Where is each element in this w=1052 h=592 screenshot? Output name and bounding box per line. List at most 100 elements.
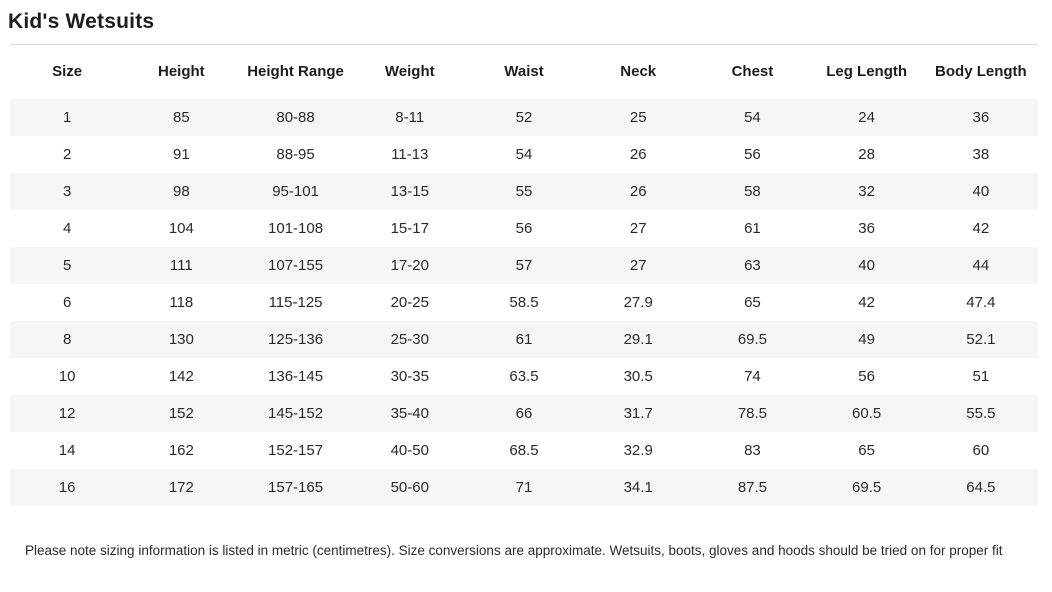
table-body: 1 85 80-88 8-11 52 25 54 24 36 2 91 88-95 11-13 54 26 5… bbox=[10, 99, 1038, 506]
table-cell: 52 bbox=[515, 109, 533, 126]
table-cell: 25-30 bbox=[390, 331, 429, 348]
table-cell: 26 bbox=[629, 146, 647, 163]
table-cell: 34.1 bbox=[623, 479, 653, 496]
table-row-size-3: 3 98 95-101 13-15 55 26 58 32 40 bbox=[10, 173, 1038, 210]
table-cell: 107-155 bbox=[268, 257, 324, 274]
table-cell: 40 bbox=[858, 257, 875, 274]
table-row-size-8: 8 130 125-136 25-30 61 29.1 69.5 49 52.1 bbox=[10, 321, 1038, 358]
table-cell: 91 bbox=[172, 146, 190, 163]
table-cell: 115-125 bbox=[268, 294, 323, 311]
column-header-height-range: Height Range bbox=[247, 63, 344, 80]
size-chart-table: Size Height Height Range Weight Waist Neck Che… bbox=[10, 44, 1038, 506]
table-row-size-6: 6 118 115-125 20-25 58.5 27.9 65 42 47.4 bbox=[10, 284, 1038, 321]
column-header-leg-length: Leg Length bbox=[826, 63, 908, 80]
table-cell: 152-157 bbox=[268, 442, 324, 459]
column-header-chest: Chest bbox=[731, 63, 774, 80]
table-cell: 57 bbox=[515, 257, 533, 274]
table-cell: 58 bbox=[744, 183, 761, 200]
table-cell: 3 bbox=[62, 183, 72, 200]
table-cell: 27 bbox=[629, 257, 647, 274]
table-cell: 63 bbox=[744, 257, 761, 274]
table-cell: 32.9 bbox=[623, 442, 653, 459]
table-cell: 69.5 bbox=[852, 479, 882, 496]
table-cell: 95-101 bbox=[272, 183, 319, 200]
table-cell: 60 bbox=[972, 442, 990, 459]
table-cell: 29.1 bbox=[623, 331, 653, 348]
table-cell: 40 bbox=[972, 183, 990, 200]
table-cell: 66 bbox=[515, 405, 533, 422]
table-head: Size Height Height Range Weight Waist Neck Che… bbox=[10, 45, 1038, 100]
table-cell: 63.5 bbox=[509, 368, 539, 385]
table-cell: 30.5 bbox=[623, 368, 653, 385]
table-cell: 65 bbox=[858, 442, 875, 459]
sizing-note: Please note sizing information is listed… bbox=[25, 543, 1003, 558]
table-cell: 51 bbox=[972, 368, 990, 385]
table-cell: 136-145 bbox=[268, 368, 324, 385]
table-cell: 58.5 bbox=[509, 294, 539, 311]
table-cell: 68.5 bbox=[509, 442, 539, 459]
table-cell: 30-35 bbox=[390, 368, 429, 385]
table-cell: 40-50 bbox=[390, 442, 429, 459]
table-cell: 125-136 bbox=[268, 331, 324, 348]
table-cell: 15-17 bbox=[390, 220, 429, 237]
table-cell: 56 bbox=[858, 368, 875, 385]
table-row-size-4: 4 104 101-108 15-17 56 27 61 36 42 bbox=[10, 210, 1038, 247]
table-cell: 130 bbox=[168, 331, 194, 348]
table-cell: 49 bbox=[858, 331, 875, 348]
table-cell: 85 bbox=[172, 109, 190, 126]
table-cell: 26 bbox=[629, 183, 647, 200]
table-cell: 17-20 bbox=[390, 257, 429, 274]
table-cell: 54 bbox=[515, 146, 533, 163]
table-cell: 172 bbox=[168, 479, 194, 496]
table-cell: 52.1 bbox=[966, 331, 996, 348]
table-cell: 8 bbox=[62, 331, 72, 348]
table-cell: 27 bbox=[629, 220, 647, 237]
table-cell: 60.5 bbox=[852, 405, 882, 422]
table-cell: 65 bbox=[744, 294, 761, 311]
table-cell: 142 bbox=[168, 368, 194, 385]
table-row-size-16: 16 172 157-165 50-60 71 34.1 87.5 69.5 64.5 bbox=[10, 469, 1038, 506]
table-row-size-12: 12 152 145-152 35-40 66 31.7 78.5 60.5 55.5 bbox=[10, 395, 1038, 432]
column-header-body-length: Body Length bbox=[935, 63, 1027, 80]
table-cell: 61 bbox=[515, 331, 533, 348]
table-cell: 44 bbox=[972, 257, 990, 274]
table-header-row: Size Height Height Range Weight Waist Neck Che… bbox=[10, 45, 1038, 100]
table-cell: 20-25 bbox=[390, 294, 429, 311]
table-cell: 157-165 bbox=[268, 479, 324, 496]
table-row-size-1: 1 85 80-88 8-11 52 25 54 24 36 bbox=[10, 99, 1038, 136]
table-cell: 61 bbox=[744, 220, 761, 237]
table-cell: 24 bbox=[858, 109, 875, 126]
table-cell: 5 bbox=[62, 257, 72, 274]
column-header-waist: Waist bbox=[504, 63, 544, 80]
column-header-height: Height bbox=[157, 63, 205, 80]
table-cell: 101-108 bbox=[268, 220, 324, 237]
table-cell: 25 bbox=[629, 109, 647, 126]
table-cell: 87.5 bbox=[737, 479, 768, 496]
table-cell: 27.9 bbox=[623, 294, 653, 311]
column-header-neck: Neck bbox=[620, 63, 657, 80]
table-cell: 69.5 bbox=[737, 331, 768, 348]
table-cell: 50-60 bbox=[390, 479, 429, 496]
table-cell: 104 bbox=[168, 220, 194, 237]
table-cell: 28 bbox=[858, 146, 875, 163]
table-cell: 2 bbox=[62, 146, 72, 163]
table-cell: 36 bbox=[972, 109, 990, 126]
table-cell: 35-40 bbox=[390, 405, 429, 422]
table-cell: 47.4 bbox=[966, 294, 996, 311]
table-cell: 13-15 bbox=[390, 183, 429, 200]
table-cell: 16 bbox=[58, 479, 76, 496]
table-cell: 56 bbox=[744, 146, 761, 163]
page-title: Kid's Wetsuits bbox=[8, 10, 155, 33]
table-cell: 118 bbox=[169, 294, 194, 311]
table-cell: 4 bbox=[62, 220, 72, 237]
table-cell: 152 bbox=[168, 405, 194, 422]
table-cell: 31.7 bbox=[623, 405, 653, 422]
table-cell: 1 bbox=[62, 109, 72, 126]
table-cell: 55 bbox=[515, 183, 533, 200]
table-cell: 88-95 bbox=[276, 146, 315, 163]
table-cell: 12 bbox=[58, 405, 76, 422]
table-row-size-5: 5 111 107-155 17-20 57 27 63 40 44 bbox=[10, 247, 1038, 284]
table-cell: 111 bbox=[169, 257, 193, 274]
table-cell: 98 bbox=[172, 183, 190, 200]
table-cell: 38 bbox=[972, 146, 990, 163]
